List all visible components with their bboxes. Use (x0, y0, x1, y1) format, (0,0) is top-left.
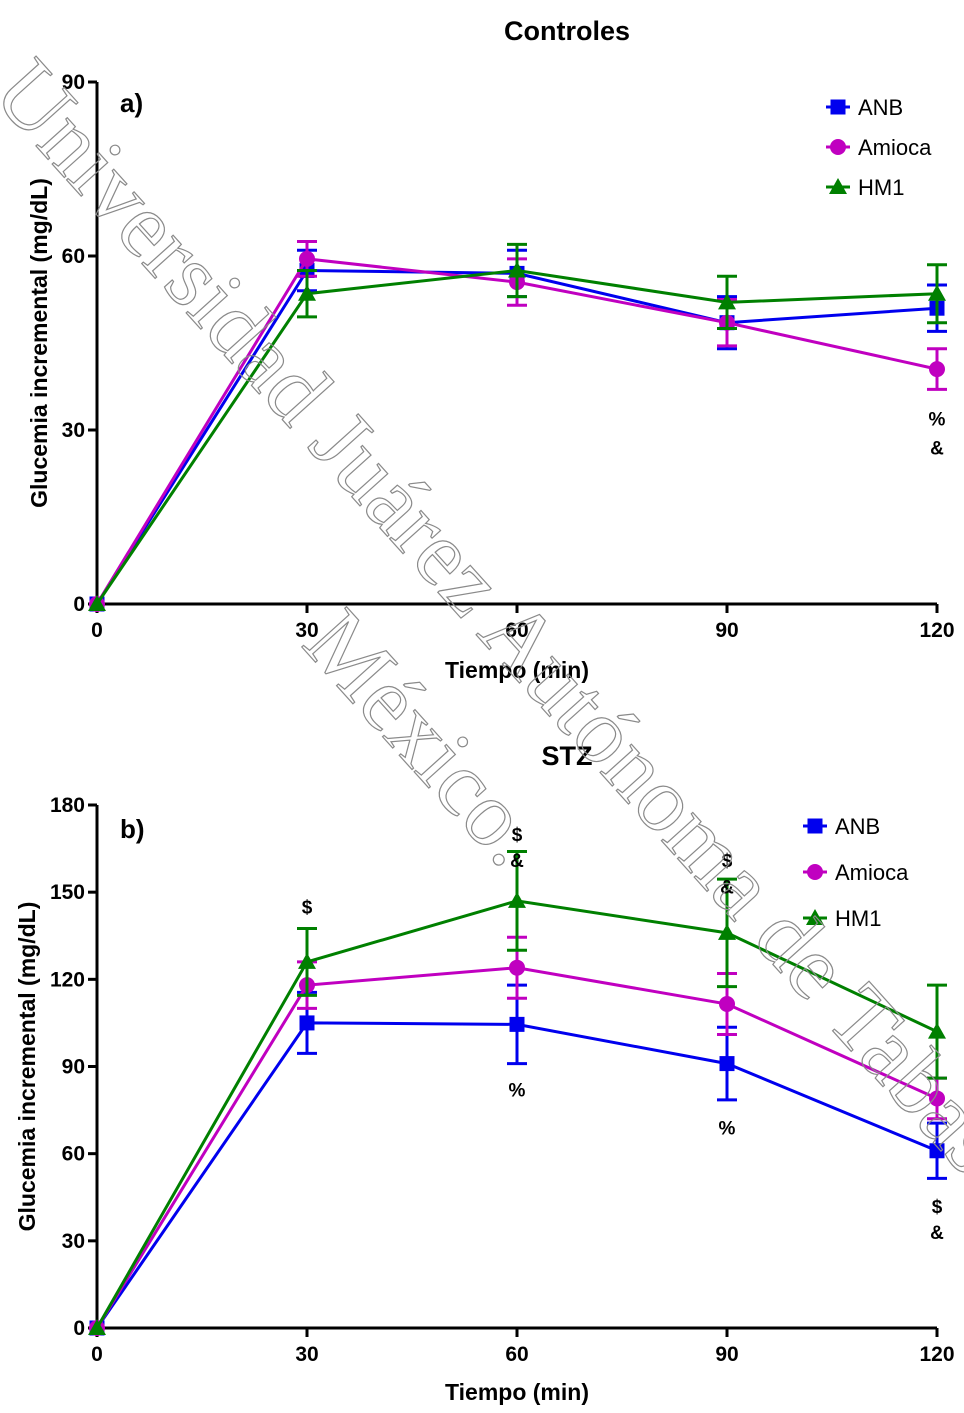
y-tick-label: 60 (62, 1143, 85, 1166)
legend-marker (830, 139, 846, 155)
data-point (719, 1056, 735, 1072)
significance-mark: & (720, 877, 734, 898)
data-point (929, 361, 945, 378)
y-axis-label: Glucemia incremental (mg/dL) (14, 902, 40, 1232)
data-point (298, 952, 316, 969)
legend-marker (807, 818, 823, 834)
legend-label: HM1 (858, 175, 904, 200)
legend-marker (829, 178, 847, 194)
significance-mark: $ (932, 1197, 943, 1218)
data-point (929, 1143, 945, 1159)
legend-label: HM1 (835, 906, 881, 931)
legend-label: Amioca (858, 135, 932, 160)
y-tick-label: 120 (50, 968, 85, 991)
significance-mark: % (929, 409, 946, 430)
x-tick-label: 30 (295, 1343, 318, 1366)
legend-marker (830, 99, 846, 115)
legend-item-amioca: Amioca (803, 860, 909, 885)
x-axis-label: Tiempo (min) (445, 1379, 589, 1405)
y-tick-label: 150 (50, 881, 85, 904)
significance-mark: % (509, 1081, 526, 1102)
data-point (508, 261, 526, 278)
y-tick-label: 0 (73, 1317, 85, 1340)
y-tick-label: 90 (62, 71, 85, 94)
significance-mark: & (930, 1223, 944, 1244)
data-point (718, 923, 736, 940)
x-tick-label: 120 (919, 1343, 954, 1366)
x-tick-label: 90 (715, 1343, 738, 1366)
legend-marker (806, 909, 824, 925)
series-line (95, 1021, 938, 1329)
x-tick-label: 60 (505, 1343, 528, 1366)
data-point (928, 284, 946, 301)
data-point (719, 996, 735, 1013)
legend-item-anb: ANB (803, 814, 880, 839)
x-axis-label: Tiempo (min) (445, 657, 589, 683)
legend-item-amioca: Amioca (826, 135, 932, 160)
data-point (88, 595, 106, 611)
series-hm1 (88, 242, 947, 611)
y-axis-label: Glucemia incremental (mg/dL) (26, 178, 52, 508)
data-point (718, 293, 736, 310)
data-point (88, 1319, 106, 1335)
panel-stz: STZ b) Tiempo (min) Glucemia incremental (m… (14, 741, 955, 1405)
significance-mark: $ (302, 898, 313, 919)
legend-item-anb: ANB (826, 95, 903, 120)
panel-label: b) (120, 814, 145, 844)
x-tick-label: 0 (91, 1343, 103, 1366)
legend-label: Amioca (835, 860, 909, 885)
legend-label: ANB (858, 95, 903, 120)
significance-mark: $ (512, 825, 523, 846)
significance-mark: & (930, 438, 944, 459)
significance-mark: % (719, 1119, 736, 1140)
legend-item-hm1: HM1 (826, 175, 904, 200)
x-tick-label: 90 (715, 619, 738, 642)
x-tick-label: 120 (919, 619, 954, 642)
legend-item-hm1: HM1 (803, 906, 881, 931)
y-tick-label: 30 (62, 1230, 85, 1253)
watermark: Universidad Juárez Autónoma de Tabasco M… (0, 40, 964, 1258)
panel-label: a) (120, 88, 143, 118)
y-tick-label: 30 (62, 419, 85, 442)
panel-controles: Controles a) Tiempo (min) Glucemia incremen… (26, 16, 955, 683)
significance-mark: $ (722, 851, 733, 872)
watermark-line-1: Universidad Juárez Autónoma de Tabasco (0, 40, 964, 1257)
data-point (929, 1090, 945, 1107)
y-tick-label: 0 (73, 593, 85, 616)
significance-mark: & (510, 851, 524, 872)
legend-marker (807, 864, 823, 880)
x-tick-label: 30 (295, 619, 318, 642)
data-point (299, 1015, 315, 1031)
data-point (298, 284, 316, 301)
chart-title: Controles (504, 16, 630, 46)
x-tick-label: 60 (505, 619, 528, 642)
x-tick-label: 0 (91, 619, 103, 642)
data-point (509, 959, 525, 976)
data-point (508, 891, 526, 908)
data-point (928, 1022, 946, 1039)
data-point (299, 250, 315, 267)
chart-title: STZ (542, 741, 593, 771)
legend-label: ANB (835, 814, 880, 839)
y-tick-label: 90 (62, 1056, 85, 1079)
data-point (509, 1016, 525, 1032)
y-tick-label: 180 (50, 794, 85, 817)
series-hm1 (88, 849, 947, 1335)
y-tick-label: 60 (62, 245, 85, 268)
